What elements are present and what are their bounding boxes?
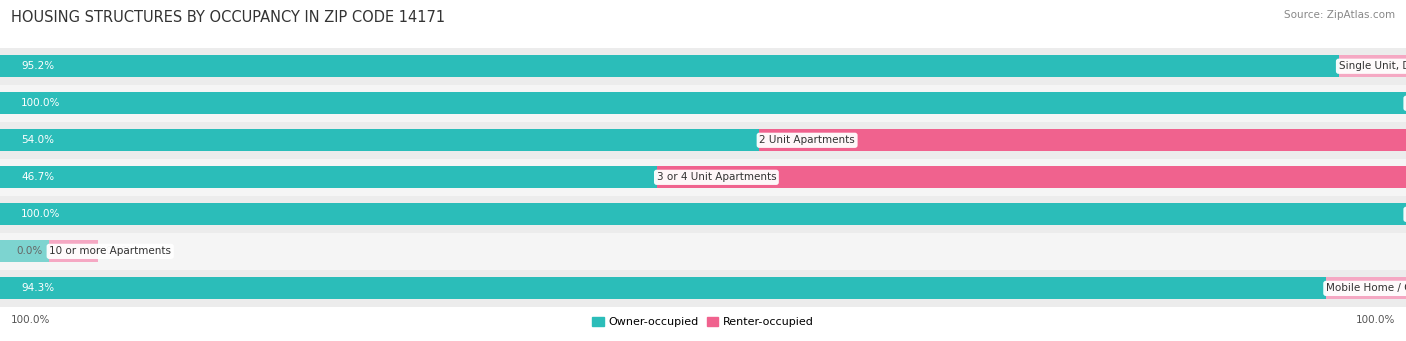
Text: 10 or more Apartments: 10 or more Apartments — [49, 246, 172, 256]
Bar — [759, 129, 1406, 151]
Text: 100.0%: 100.0% — [21, 209, 60, 219]
Bar — [0, 166, 657, 189]
Legend: Owner-occupied, Renter-occupied: Owner-occupied, Renter-occupied — [588, 313, 818, 332]
Bar — [0, 85, 1406, 122]
Bar — [0, 277, 1326, 299]
Text: 3 or 4 Unit Apartments: 3 or 4 Unit Apartments — [657, 172, 776, 182]
Bar — [0, 122, 1406, 159]
Bar — [0, 159, 1406, 196]
Bar — [49, 240, 98, 263]
Text: 54.0%: 54.0% — [21, 135, 53, 145]
Text: 0.0%: 0.0% — [105, 246, 132, 256]
Bar — [657, 166, 1406, 189]
Bar — [0, 240, 49, 263]
Bar — [0, 92, 1406, 114]
Text: Single Unit, Detached: Single Unit, Detached — [1339, 61, 1406, 71]
Text: 100.0%: 100.0% — [1355, 315, 1395, 325]
Text: 94.3%: 94.3% — [21, 283, 55, 293]
Text: 2 Unit Apartments: 2 Unit Apartments — [759, 135, 855, 145]
Bar — [0, 129, 759, 151]
Bar — [1339, 55, 1406, 77]
Text: 95.2%: 95.2% — [21, 61, 55, 71]
Bar — [0, 233, 1406, 270]
Bar — [0, 55, 1339, 77]
Bar — [0, 196, 1406, 233]
Bar — [0, 48, 1406, 85]
Bar — [0, 203, 1406, 225]
Text: HOUSING STRUCTURES BY OCCUPANCY IN ZIP CODE 14171: HOUSING STRUCTURES BY OCCUPANCY IN ZIP C… — [11, 10, 446, 25]
Text: 100.0%: 100.0% — [11, 315, 51, 325]
Text: 46.7%: 46.7% — [21, 172, 55, 182]
Text: 100.0%: 100.0% — [21, 98, 60, 108]
Text: 0.0%: 0.0% — [15, 246, 42, 256]
Text: Source: ZipAtlas.com: Source: ZipAtlas.com — [1284, 10, 1395, 20]
Text: Mobile Home / Other: Mobile Home / Other — [1326, 283, 1406, 293]
Bar — [1326, 277, 1406, 299]
Bar — [0, 270, 1406, 307]
